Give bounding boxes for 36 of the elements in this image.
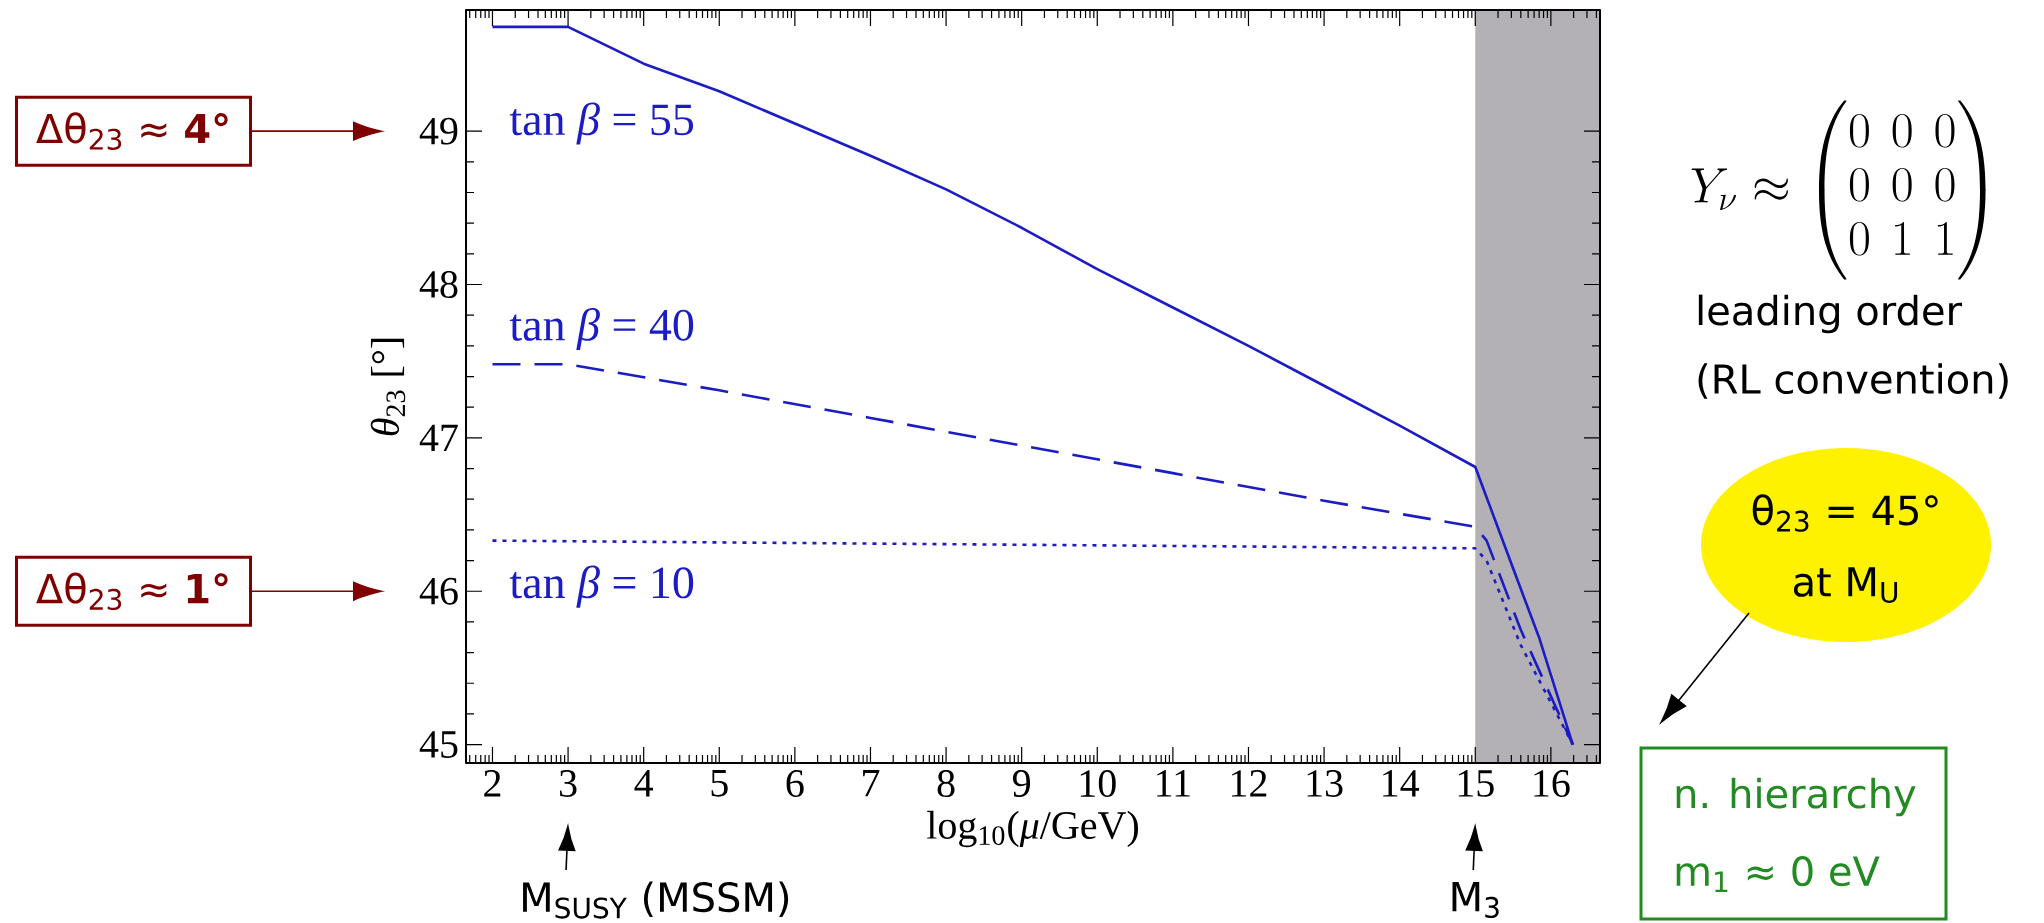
text: M$_{SUSY}$ (MSSM) (523, 881, 789, 919)
text: leading order (1698, 294, 1962, 334)
x-tick-label: 5 (711, 770, 728, 797)
x-tick-label: 4 (634, 770, 654, 797)
x-tick-label: 10 (1080, 770, 1116, 798)
series-label: tan β = 55 (509, 102, 694, 145)
x-tick-label: 9 (1012, 770, 1031, 797)
x-tick-label: 6 (786, 770, 804, 797)
series-label: tan β = 10 (509, 565, 694, 608)
x-tick-label: 8 (937, 770, 955, 798)
text: (RL convention) (1698, 363, 2008, 399)
y-tick-label: 46 (419, 577, 458, 605)
x-tick-label: 16 (1534, 770, 1570, 797)
x-tick-label: 3 (559, 770, 577, 797)
x-tick-label: 7 (863, 770, 880, 797)
x-axis-title: log$_{10}$(μ/GeV) (927, 810, 1138, 848)
y-tick-label: 49 (419, 117, 458, 145)
x-tick-label: 12 (1231, 770, 1267, 797)
text: n. hierarchy (1676, 777, 1916, 817)
y-axis-title: θ$_{23}$ [°] (370, 338, 406, 436)
text: $Y_\nu \approx \begin{pmatrix}0&0&0\\0&0&0\\0&1&1\end{pmatrix}$ (1691, 100, 1986, 280)
y-tick-label: 47 (419, 424, 458, 452)
text: m$_{1}$ ≈ 0 eV (1676, 856, 1880, 892)
y-tick-label: 45 (419, 731, 458, 758)
series-label: tan β = 40 (509, 307, 694, 351)
text: Δθ$_{23}$ ≈ 1° (36, 572, 228, 611)
text: Δθ$_{23}$ ≈ 4° (36, 112, 228, 150)
text: M$_{3}$ (1452, 882, 1499, 919)
x-tick-label: 15 (1458, 770, 1494, 797)
text: θ$_{23}$ = 45° (1752, 494, 1938, 532)
x-tick-label: 14 (1383, 770, 1420, 797)
text: at M$_{U}$ (1793, 567, 1898, 603)
x-tick-label: 2 (484, 770, 501, 797)
y-tick-label: 48 (419, 271, 458, 298)
x-tick-label: 11 (1157, 770, 1190, 797)
x-tick-label: 13 (1307, 770, 1343, 797)
